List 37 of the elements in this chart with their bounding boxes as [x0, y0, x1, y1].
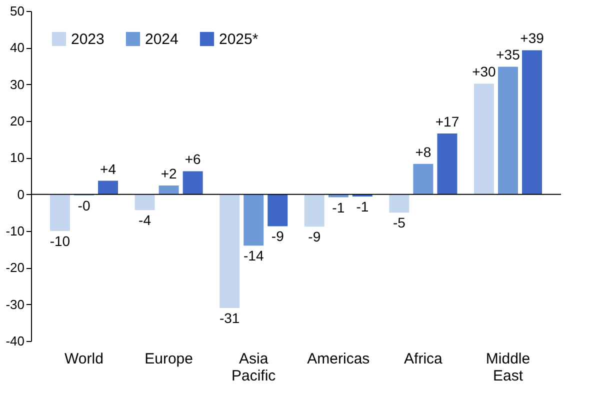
data-label: +35: [496, 46, 520, 63]
data-label: +17: [435, 113, 460, 130]
x-tick-label: Europe: [144, 350, 193, 368]
legend-label: 2023: [71, 31, 104, 48]
x-tick-label: Africa: [404, 350, 444, 368]
y-tick-label: -30: [6, 296, 24, 312]
y-tick-label: -10: [6, 224, 24, 238]
data-label: +8: [415, 144, 432, 160]
data-label: -5: [392, 214, 406, 231]
data-label: +4: [100, 160, 116, 177]
y-tick-label: 40: [10, 40, 24, 56]
y-tick-label: 50: [10, 4, 24, 18]
x-tick-label: Americas: [307, 350, 370, 368]
y-tick-label: -40: [6, 334, 24, 348]
data-label: +6: [184, 151, 202, 168]
data-label: +2: [160, 166, 177, 182]
data-label: -0: [78, 197, 90, 214]
y-tick-label: 20: [10, 114, 24, 128]
x-tick-label: Middle East: [486, 350, 530, 384]
data-label: -1: [356, 198, 369, 215]
x-tick-label: World: [64, 350, 104, 368]
legend-label: 2025*: [219, 31, 258, 48]
legend-label: 2024: [145, 31, 178, 48]
data-label: -9: [271, 228, 284, 244]
data-label: -10: [50, 233, 70, 249]
y-tick-label: 10: [10, 150, 24, 166]
y-tick-label: 0: [17, 186, 24, 202]
data-label: +39: [520, 30, 544, 46]
x-tick-label: Asia Pacific: [232, 350, 276, 384]
y-tick-label: 30: [10, 76, 24, 92]
y-tick-label: -20: [6, 260, 24, 276]
data-label: -31: [219, 310, 240, 326]
data-label: -14: [243, 248, 264, 264]
data-label: -4: [138, 212, 152, 228]
data-label: -9: [308, 228, 321, 245]
data-label: -1: [332, 199, 345, 216]
data-label: +30: [472, 64, 496, 80]
